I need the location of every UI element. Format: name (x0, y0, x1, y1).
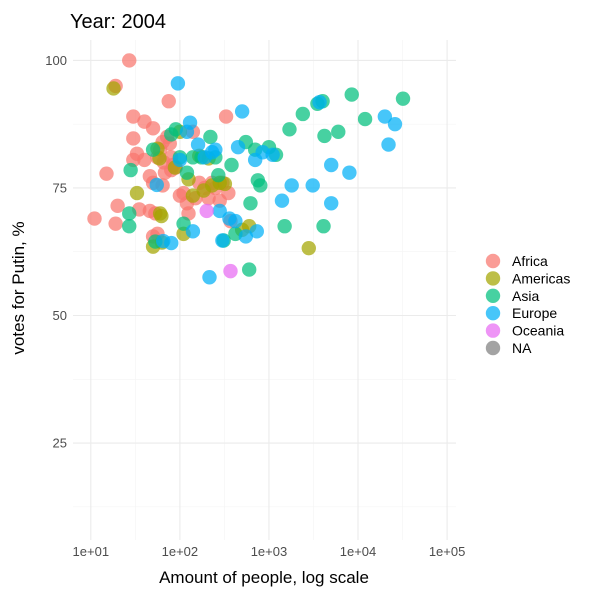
data-point-europe (324, 196, 339, 211)
data-point-oceania (223, 263, 238, 279)
data-point-asia (179, 165, 195, 180)
data-point-asia (331, 124, 346, 140)
data-point-europe (342, 165, 357, 180)
data-point-asia (203, 129, 218, 145)
data-point-africa (108, 216, 123, 231)
legend-label-oceania: Oceania (512, 323, 564, 339)
x-tick-label: 1e+04 (340, 544, 377, 559)
data-point-asia (243, 196, 258, 211)
legend-label-africa: Africa (512, 253, 548, 269)
x-tick-label: 1e+05 (429, 544, 466, 559)
x-tick-label: 1e+03 (251, 544, 288, 559)
data-point-europe (249, 224, 264, 239)
data-point-europe (265, 147, 280, 162)
legend-key-africa (485, 253, 501, 269)
legend-label-asia: Asia (512, 288, 539, 304)
legend-key-asia (485, 288, 501, 303)
data-point-europe (312, 95, 327, 110)
data-point-asia (344, 87, 359, 102)
data-point-africa (161, 94, 176, 109)
data-point-europe (172, 152, 188, 168)
y-axis-title: votes for Putin, % (9, 221, 28, 354)
data-point-asia (122, 206, 137, 221)
data-point-europe (305, 178, 320, 193)
legend-label-europe: Europe (512, 305, 557, 321)
x-tick-label: 1e+01 (73, 544, 110, 559)
data-point-europe (182, 115, 198, 130)
data-point-europe (208, 142, 223, 157)
data-point-asia (145, 142, 161, 157)
data-point-americas (154, 208, 169, 224)
data-point-asia (277, 219, 292, 234)
data-point-europe (164, 235, 179, 251)
data-point-africa (110, 198, 125, 214)
data-point-europe (185, 224, 201, 239)
data-point-europe (234, 104, 250, 119)
legend-label-na: NA (512, 340, 532, 356)
data-point-asia (357, 111, 373, 127)
legend-key-europe (485, 306, 501, 321)
data-point-asia (316, 219, 331, 234)
data-point-asia (211, 168, 226, 183)
data-point-americas (185, 188, 201, 203)
data-point-europe (284, 178, 299, 193)
x-axis-title: Amount of people, log scale (159, 568, 369, 587)
data-point-asia (295, 106, 311, 122)
data-point-africa (145, 121, 161, 136)
x-axis-ticks: 1e+01 1e+02 1e+03 1e+04 1e+05 (73, 544, 466, 559)
data-point-europe (212, 203, 227, 219)
data-point-africa (126, 109, 141, 124)
data-point-africa (126, 131, 141, 146)
data-point-asia (123, 162, 138, 178)
data-point-africa (99, 166, 114, 181)
data-point-europe (381, 137, 396, 152)
legend-key-americas (485, 271, 501, 286)
y-tick-label: 100 (45, 53, 67, 68)
data-point-europe (170, 76, 186, 91)
grid (73, 40, 456, 540)
data-point-europe (387, 116, 403, 132)
y-axis-ticks: 25 50 75 100 (45, 53, 67, 451)
data-point-americas (301, 240, 316, 256)
data-point-asia (168, 122, 184, 137)
data-point-asia (282, 122, 297, 137)
data-point-asia (224, 157, 239, 173)
data-point-americas (106, 81, 121, 96)
legend-key-oceania (485, 323, 501, 338)
data-point-asia (122, 219, 137, 234)
y-tick-label: 75 (53, 180, 67, 195)
data-point-europe (215, 233, 230, 248)
data-point-africa (218, 109, 234, 124)
data-point-asia (395, 91, 411, 106)
data-point-europe (377, 109, 393, 124)
data-point-europe (230, 139, 246, 155)
data-point-europe (274, 193, 290, 208)
data-point-europe (202, 270, 217, 285)
x-tick-label: 1e+02 (162, 544, 199, 559)
chart-title: Year: 2004 (70, 11, 166, 33)
data-point-europe (228, 213, 243, 229)
legend-label-americas: Americas (512, 270, 570, 286)
data-point-europe (324, 157, 339, 173)
data-point-asia (253, 178, 268, 193)
data-point-asia (241, 262, 257, 277)
data-points (87, 53, 411, 285)
y-tick-label: 25 (53, 436, 67, 451)
data-point-americas (129, 185, 145, 201)
data-point-europe (238, 229, 254, 244)
data-point-asia (317, 128, 332, 144)
data-point-africa (122, 53, 137, 68)
y-tick-label: 50 (53, 308, 67, 323)
data-point-europe (190, 137, 206, 152)
legend-key-na (485, 340, 501, 356)
data-point-africa (137, 152, 152, 168)
data-point-europe (149, 177, 164, 193)
data-point-oceania (199, 203, 214, 219)
data-point-africa (87, 211, 102, 226)
